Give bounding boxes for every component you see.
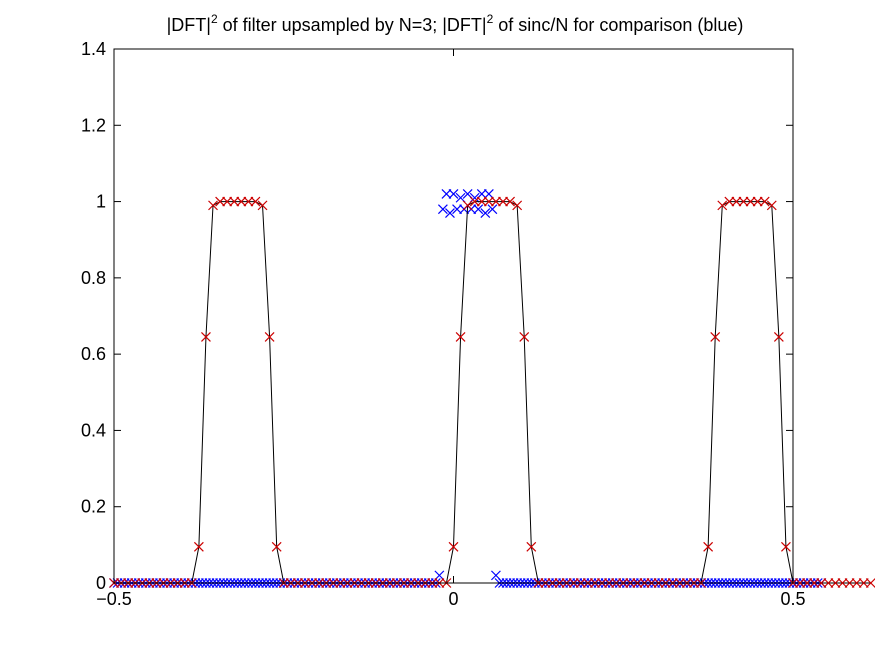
- filter-point: [201, 332, 211, 342]
- filter-point: [455, 332, 466, 342]
- sinc-series: [109, 189, 827, 588]
- filter-point: [710, 332, 721, 342]
- sinc-point: [480, 208, 491, 218]
- filter-point: [491, 196, 501, 207]
- sinc-point: [441, 189, 452, 199]
- filter-point: [738, 196, 749, 207]
- filter-point: [830, 578, 841, 588]
- filter-point: [837, 578, 848, 588]
- y-axis: 0 0.2 0.4 0.6 0.8 1 1.2 1.4: [81, 39, 793, 593]
- y-tick-label: 1.4: [81, 39, 106, 59]
- filter-point: [498, 196, 508, 207]
- y-tick-label: 0.6: [81, 344, 106, 364]
- filter-point: [731, 196, 742, 207]
- filter-point: [208, 200, 218, 211]
- axes-box: [113, 48, 794, 584]
- filter-point: [519, 332, 530, 342]
- filter-point: [773, 332, 784, 342]
- filter-point: [243, 196, 254, 207]
- filter-point: [271, 541, 282, 552]
- filter-point: [766, 200, 777, 211]
- chart-title: |DFT|2 of filter upsampled by N=3; |DFT|…: [167, 12, 744, 35]
- sinc-point: [487, 204, 498, 215]
- filter-point: [844, 578, 855, 588]
- filter-point: [236, 196, 247, 207]
- filter-point: [759, 196, 770, 207]
- filter-point: [512, 200, 523, 211]
- filter-point: [505, 196, 516, 207]
- filter-point: [745, 196, 756, 207]
- filter-point: [724, 196, 735, 207]
- filter-point: [462, 200, 473, 211]
- x-tick-label: −0.5: [96, 589, 132, 609]
- filter-series: [109, 196, 875, 588]
- y-tick-label: 0.8: [81, 268, 106, 288]
- filter-point: [193, 541, 204, 552]
- sinc-point: [445, 208, 455, 218]
- filter-point: [809, 578, 820, 588]
- filter-point: [795, 578, 805, 588]
- filter-point: [229, 196, 240, 207]
- x-axis: −0.5 0 0.5: [96, 49, 806, 609]
- filter-point: [526, 541, 537, 552]
- filter-point: [703, 541, 714, 552]
- sinc-point: [437, 204, 448, 215]
- filter-point: [469, 196, 480, 207]
- plot-area: [109, 189, 875, 588]
- filter-point: [781, 541, 791, 552]
- sinc-point: [452, 204, 462, 215]
- sinc-point: [473, 204, 484, 215]
- filter-point: [717, 200, 728, 211]
- filter-point: [264, 332, 275, 342]
- y-tick-label: 0: [96, 573, 106, 593]
- filter-point: [483, 196, 494, 207]
- filter-line: [114, 201, 871, 584]
- sinc-point: [448, 189, 459, 199]
- x-tick-label: 0.5: [780, 589, 805, 609]
- filter-point: [816, 578, 827, 588]
- y-tick-label: 0.2: [81, 497, 106, 517]
- filter-point: [222, 196, 233, 207]
- filter-point: [858, 578, 869, 588]
- filter-point: [476, 196, 487, 207]
- filter-point: [865, 578, 875, 588]
- filter-point: [257, 200, 268, 211]
- filter-point: [823, 578, 834, 588]
- filter-point: [215, 196, 226, 207]
- filter-point: [250, 196, 261, 207]
- y-tick-label: 1: [96, 192, 106, 212]
- y-tick-label: 0.4: [81, 420, 106, 440]
- x-tick-label: 0: [448, 589, 458, 609]
- filter-point: [448, 541, 459, 552]
- filter-point: [802, 578, 813, 588]
- filter-point: [851, 578, 862, 588]
- y-tick-label: 1.2: [81, 115, 106, 135]
- filter-point: [752, 196, 763, 207]
